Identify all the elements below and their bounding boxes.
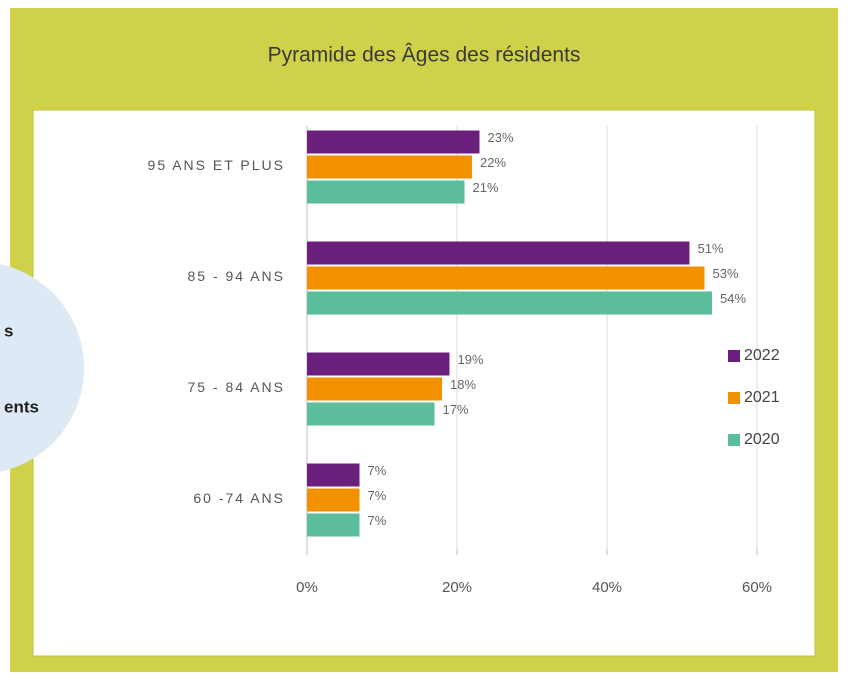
x-tick-label: 20% [442, 579, 472, 596]
x-tick-label: 40% [592, 579, 622, 596]
bar [307, 291, 712, 315]
x-tick-label: 60% [742, 579, 772, 596]
bubble-text: s [4, 321, 13, 340]
bar [307, 352, 450, 376]
data-label: 18% [450, 377, 476, 392]
legend-swatch [728, 350, 740, 362]
bar [307, 377, 442, 401]
data-label: 21% [473, 180, 499, 195]
legend-label: 2021 [744, 389, 780, 406]
bar [307, 241, 690, 265]
bubble-text: ents [4, 397, 39, 416]
legend-swatch [728, 392, 740, 404]
data-label: 22% [480, 155, 506, 170]
data-label: 7% [368, 513, 387, 528]
legend-swatch [728, 434, 740, 446]
bar [307, 488, 360, 512]
bar [307, 130, 480, 154]
bar [307, 463, 360, 487]
data-label: 19% [458, 352, 484, 367]
bar [307, 155, 472, 179]
data-label: 51% [698, 241, 724, 256]
bar [307, 180, 465, 204]
data-label: 23% [488, 130, 514, 145]
data-label: 7% [368, 463, 387, 478]
data-label: 17% [443, 402, 469, 417]
y-tick-label: 75 - 84 ANS [188, 379, 286, 395]
data-label: 54% [720, 291, 746, 306]
x-tick-label: 0% [296, 579, 318, 596]
y-tick-label: 60 -74 ANS [193, 490, 285, 506]
legend-label: 2022 [744, 347, 780, 364]
bar [307, 266, 705, 290]
data-label: 53% [713, 266, 739, 281]
bar [307, 402, 435, 426]
y-tick-label: 95 ANS ET PLUS [148, 157, 285, 173]
chart-title: Pyramide des Âges des résidents [268, 44, 581, 67]
bar [307, 513, 360, 537]
y-tick-label: 85 - 94 ANS [188, 268, 286, 284]
side-bubble [0, 264, 84, 472]
data-label: 7% [368, 488, 387, 503]
legend-label: 2020 [744, 431, 780, 448]
